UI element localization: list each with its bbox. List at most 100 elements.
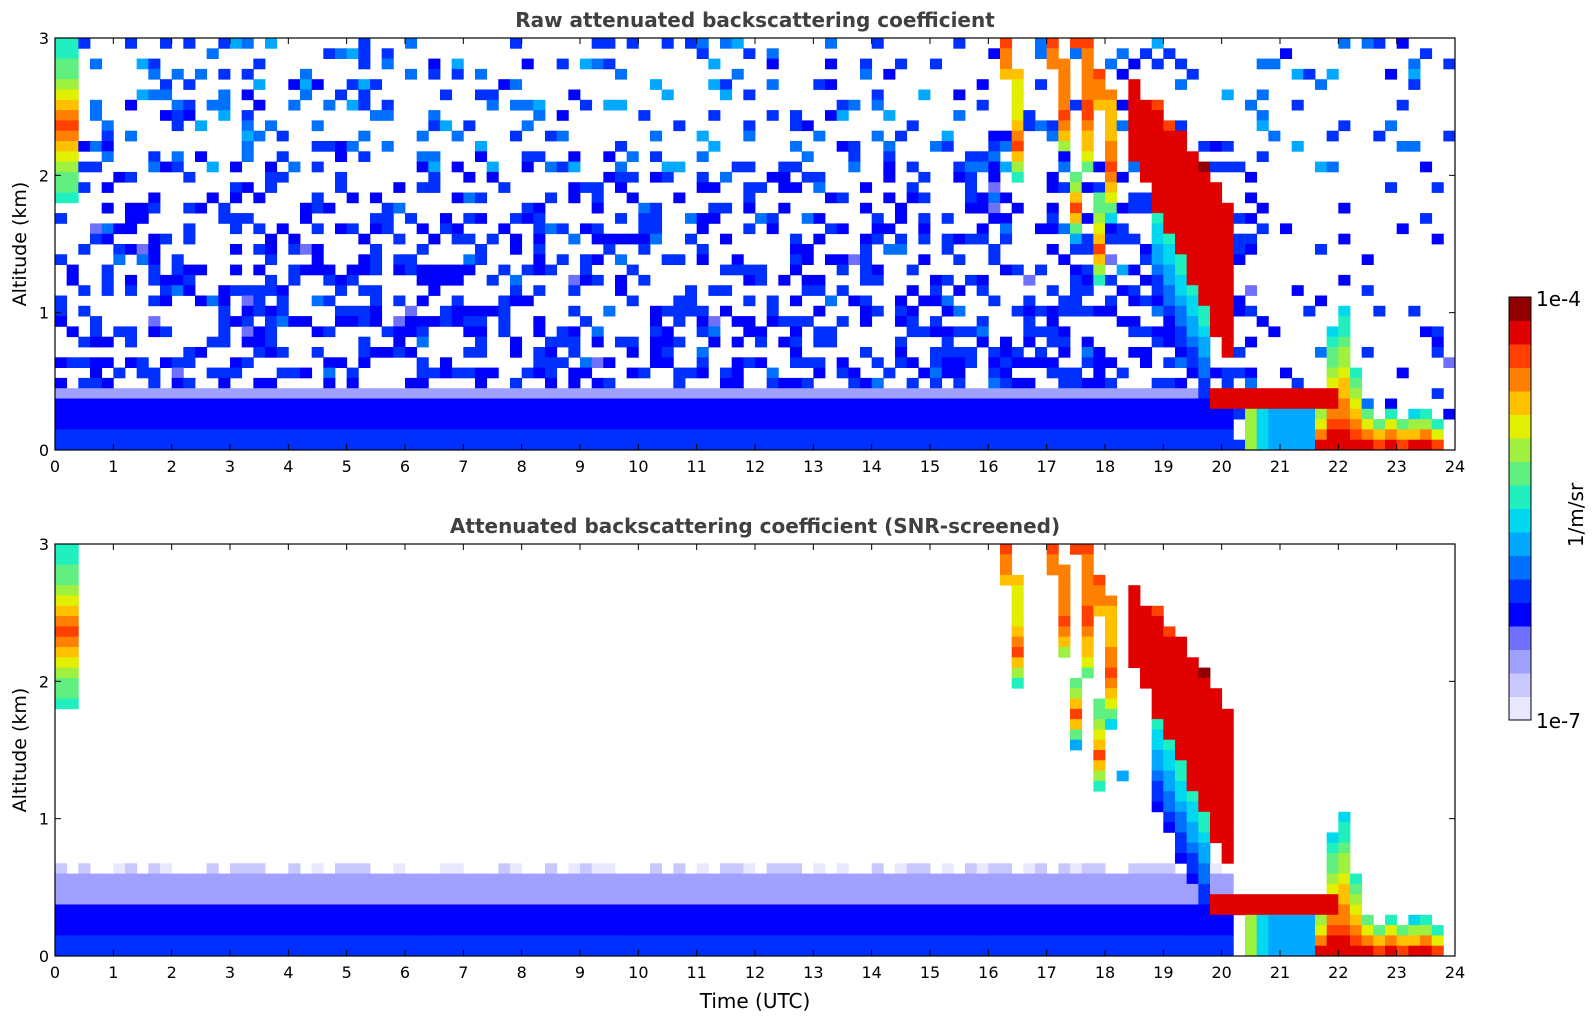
heatmap-cell xyxy=(475,305,488,317)
heatmap-cell xyxy=(1046,316,1059,327)
heatmap-cell xyxy=(1116,429,1129,441)
heatmap-cell xyxy=(533,914,546,926)
heatmap-cell xyxy=(1373,419,1386,430)
heatmap-cell xyxy=(171,357,184,368)
heatmap-cell xyxy=(1420,48,1433,59)
heatmap-cell xyxy=(370,110,383,121)
heatmap-cell xyxy=(825,79,838,90)
heatmap-cell xyxy=(55,130,68,142)
heatmap-cell xyxy=(300,244,313,255)
heatmap-cell xyxy=(358,99,371,111)
heatmap-cell xyxy=(1000,863,1013,874)
heatmap-cell xyxy=(241,182,254,193)
heatmap-cell xyxy=(976,316,989,327)
heatmap-cell xyxy=(848,419,861,430)
heatmap-cell xyxy=(521,883,534,895)
heatmap-cell xyxy=(148,244,161,255)
heatmap-cell xyxy=(1070,925,1083,936)
heatmap-cell xyxy=(311,244,324,255)
heatmap-cell xyxy=(300,419,313,430)
heatmap-cell xyxy=(895,419,908,430)
heatmap-cell xyxy=(1280,894,1293,905)
heatmap-cell xyxy=(848,388,861,399)
heatmap-cell xyxy=(1011,429,1024,441)
heatmap-cell xyxy=(265,171,278,183)
heatmap-cell xyxy=(603,233,616,245)
heatmap-cell xyxy=(696,347,709,358)
heatmap-cell xyxy=(253,398,266,410)
heatmap-cell xyxy=(1291,419,1304,430)
heatmap-cell xyxy=(428,398,441,410)
heatmap-cell xyxy=(580,883,593,895)
heatmap-cell xyxy=(1105,688,1118,699)
heatmap-cell xyxy=(801,274,814,286)
heatmap-cell xyxy=(1245,285,1258,296)
heatmap-cell xyxy=(883,935,896,947)
heatmap-cell xyxy=(953,873,966,885)
heatmap-cell xyxy=(1186,274,1199,286)
heatmap-cell xyxy=(790,326,803,338)
heatmap-cell xyxy=(1163,264,1176,276)
heatmap-cell xyxy=(1011,68,1024,80)
heatmap-cell xyxy=(1046,388,1059,399)
heatmap-cell xyxy=(1070,429,1083,441)
heatmap-cell xyxy=(1058,223,1071,235)
heatmap-cell xyxy=(1408,945,1421,956)
heatmap-cell xyxy=(1221,316,1234,327)
heatmap-cell xyxy=(860,274,873,286)
heatmap-cell xyxy=(545,945,558,956)
heatmap-cell xyxy=(895,357,908,368)
heatmap-cell xyxy=(1361,398,1374,410)
heatmap-cell xyxy=(1210,244,1223,255)
heatmap-cell xyxy=(1361,419,1374,430)
heatmap-cell xyxy=(1140,120,1153,132)
heatmap-cell xyxy=(346,316,359,327)
heatmap-cell xyxy=(1093,233,1106,245)
heatmap-cell xyxy=(1408,58,1421,70)
heatmap-cell xyxy=(1198,883,1211,895)
heatmap-cell xyxy=(1105,626,1118,638)
heatmap-cell xyxy=(1093,894,1106,905)
heatmap-cell xyxy=(475,254,488,265)
heatmap-cell xyxy=(113,408,126,420)
heatmap-cell xyxy=(1011,636,1024,648)
heatmap-cell xyxy=(1058,89,1071,101)
heatmap-cell xyxy=(673,863,686,874)
heatmap-cell xyxy=(556,945,569,956)
heatmap-cell xyxy=(1105,171,1118,183)
heatmap-cell xyxy=(1198,439,1211,450)
heatmap-cell xyxy=(1105,636,1118,648)
heatmap-cell xyxy=(218,914,231,926)
heatmap-cell xyxy=(1221,925,1234,936)
heatmap-cell xyxy=(1221,873,1234,885)
heatmap-cell xyxy=(941,326,954,338)
heatmap-cell xyxy=(253,79,266,90)
heatmap-cell xyxy=(160,914,173,926)
heatmap-cell xyxy=(871,945,884,956)
heatmap-cell xyxy=(685,388,698,399)
heatmap-cell xyxy=(1081,305,1094,317)
heatmap-cell xyxy=(346,439,359,450)
heatmap-cell xyxy=(101,357,114,368)
heatmap-cell xyxy=(1081,213,1094,224)
heatmap-cell xyxy=(626,945,639,956)
heatmap-cell xyxy=(300,367,313,379)
heatmap-cell xyxy=(1140,202,1153,214)
heatmap-cell xyxy=(1210,791,1223,802)
heatmap-cell xyxy=(510,945,523,956)
heatmap-cell xyxy=(1140,274,1153,286)
heatmap-cell xyxy=(1350,429,1363,441)
heatmap-cell xyxy=(1093,367,1106,379)
heatmap-cell xyxy=(545,264,558,276)
heatmap-cell xyxy=(510,883,523,895)
heatmap-cell xyxy=(136,58,149,70)
heatmap-cell xyxy=(393,254,406,265)
heatmap-cell xyxy=(790,295,803,307)
heatmap-cell xyxy=(195,419,208,430)
heatmap-cell xyxy=(988,151,1001,162)
heatmap-cell xyxy=(1163,233,1176,245)
heatmap-cell xyxy=(486,914,499,926)
heatmap-cell xyxy=(1245,388,1258,399)
heatmap-cell xyxy=(300,904,313,916)
heatmap-cell xyxy=(1000,58,1013,70)
